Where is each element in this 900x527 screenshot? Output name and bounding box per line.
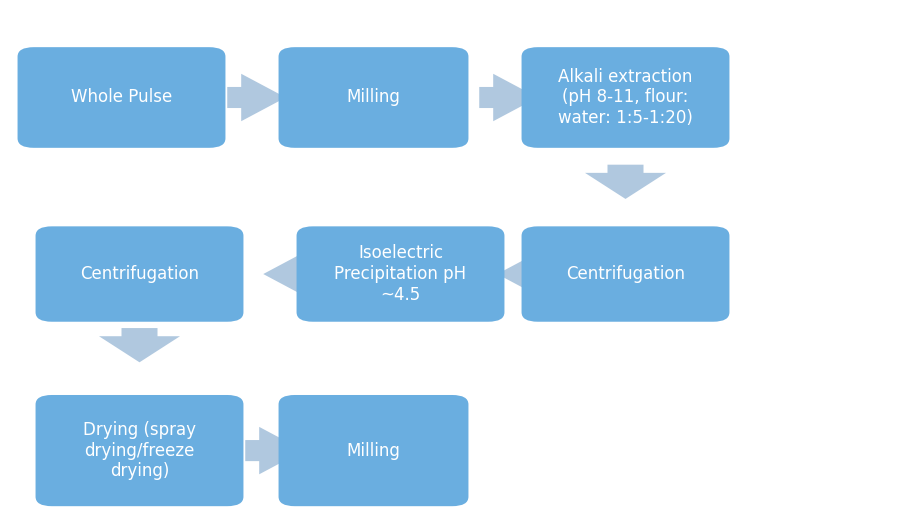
Text: Centrifugation: Centrifugation xyxy=(80,265,199,283)
Text: Drying (spray
drying/freeze
drying): Drying (spray drying/freeze drying) xyxy=(83,421,196,481)
Polygon shape xyxy=(497,250,556,298)
FancyBboxPatch shape xyxy=(521,227,729,321)
Text: Milling: Milling xyxy=(346,89,400,106)
FancyBboxPatch shape xyxy=(521,47,729,148)
Text: Whole Pulse: Whole Pulse xyxy=(71,89,172,106)
Polygon shape xyxy=(479,74,537,121)
Polygon shape xyxy=(227,74,286,121)
FancyBboxPatch shape xyxy=(35,395,243,506)
FancyBboxPatch shape xyxy=(297,227,504,321)
Polygon shape xyxy=(245,427,304,474)
Polygon shape xyxy=(263,250,322,298)
FancyBboxPatch shape xyxy=(35,227,243,321)
Text: Centrifugation: Centrifugation xyxy=(566,265,685,283)
Polygon shape xyxy=(585,164,666,199)
FancyBboxPatch shape xyxy=(279,395,468,506)
Text: Milling: Milling xyxy=(346,442,400,460)
FancyBboxPatch shape xyxy=(18,47,225,148)
Text: Isoelectric
Precipitation pH
~4.5: Isoelectric Precipitation pH ~4.5 xyxy=(335,244,466,304)
Polygon shape xyxy=(99,328,180,363)
FancyBboxPatch shape xyxy=(279,47,468,148)
Text: Alkali extraction
(pH 8-11, flour:
water: 1:5-1:20): Alkali extraction (pH 8-11, flour: water… xyxy=(558,67,693,128)
